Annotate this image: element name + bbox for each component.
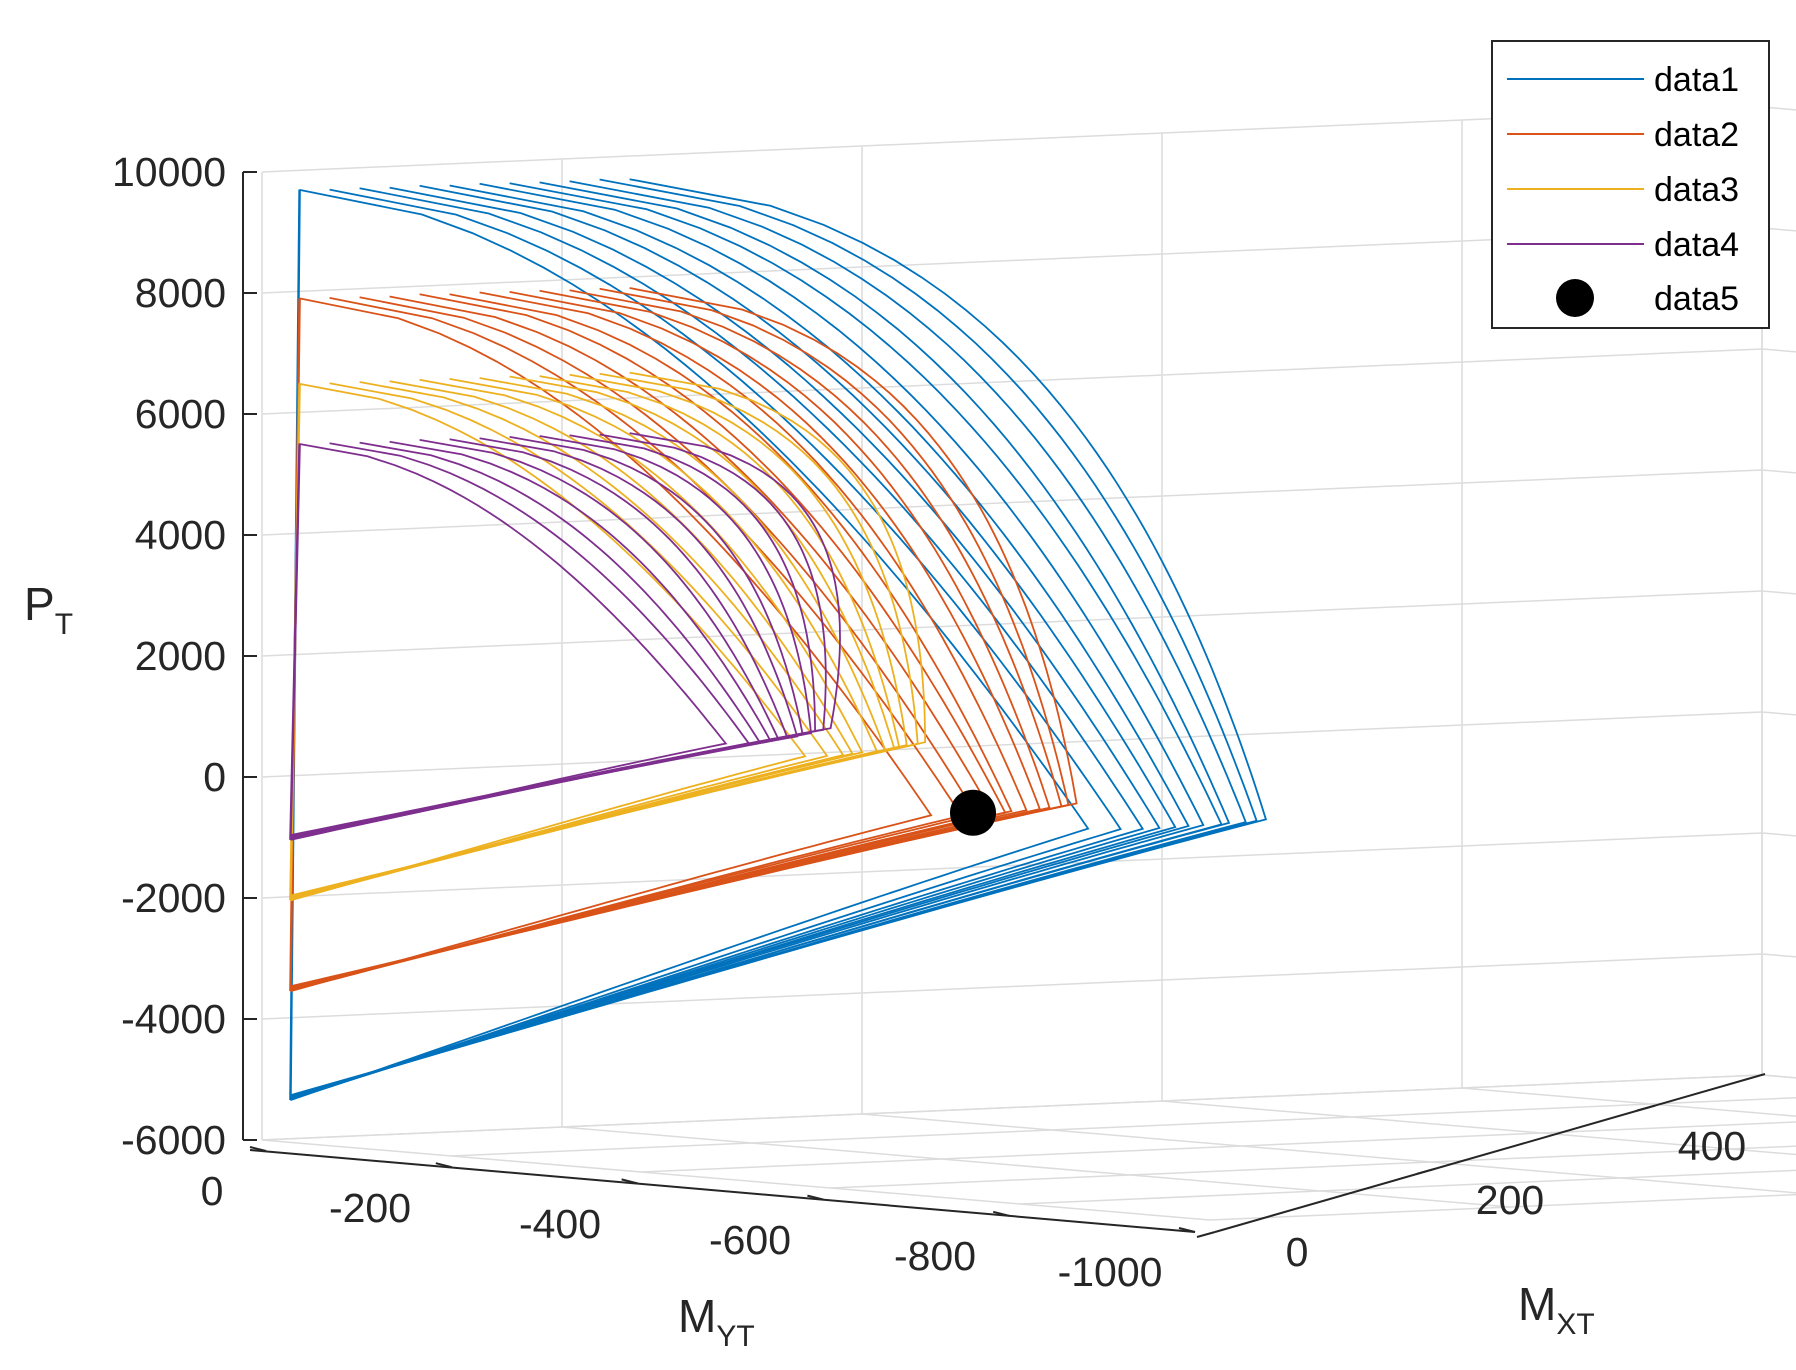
series-data1-curve-7 [290, 182, 1205, 1099]
grid-floor-y-2 [861, 1113, 1796, 1194]
grid-floor-y-0 [261, 1139, 1211, 1221]
legend: data1 data2 data3 data4 data5 [1491, 40, 1770, 329]
legend-label-data2: data2 [1654, 116, 1739, 154]
grid-floor-x-1 [451, 1096, 1796, 1157]
grid-side-horizontal-5 [261, 711, 1763, 778]
x-tick-4 [992, 1210, 1010, 1217]
grid-back-horizontal-3 [1761, 469, 1796, 474]
series-data1-curve-12 [290, 178, 1268, 1097]
series-data4-axis-line [289, 443, 301, 840]
x-tick-label-0: 0 [201, 1168, 224, 1214]
series-data2-curve-12 [290, 287, 1078, 988]
grid-side-horizontal-8 [261, 1074, 1763, 1141]
grid-back-horizontal-7 [1761, 953, 1796, 958]
series-data3-curve-1 [290, 383, 807, 902]
series-data1-curve-9 [290, 181, 1231, 1098]
grid [261, 106, 1796, 1221]
x-tick-label-1: -200 [329, 1185, 411, 1231]
grid-side-horizontal-4 [261, 590, 1763, 657]
legend-label-data1: data1 [1654, 61, 1739, 99]
grid-side-horizontal-7 [261, 953, 1763, 1020]
legend-marker-data5 [1556, 279, 1594, 317]
grid-back-horizontal-2 [1761, 348, 1796, 353]
series-data2-curve-3 [290, 296, 978, 992]
grid-floor-x-3 [830, 1145, 1796, 1189]
z-tick-label-3: 4000 [135, 512, 226, 558]
x-tick-3 [807, 1194, 824, 1201]
x-tick-label-2: -400 [519, 1201, 601, 1247]
x-axis-line [249, 1149, 1196, 1233]
y-tick-1 [1416, 1167, 1436, 1175]
x-tick-label-3: -600 [709, 1217, 791, 1263]
series-data4-curve-3 [290, 441, 762, 840]
grid-side-horizontal-2 [261, 348, 1763, 415]
grid-floor-x-2 [641, 1121, 1796, 1173]
y-tick-label-2: 400 [1678, 1123, 1746, 1169]
z-tick-label-8: -6000 [121, 1117, 226, 1163]
x-axis-label: MYT [678, 1290, 755, 1353]
z-tick-label-1: 8000 [135, 270, 226, 316]
series-data4-curve-12 [290, 432, 841, 836]
grid-back-horizontal-5 [1761, 711, 1796, 716]
legend-label-data4: data4 [1654, 226, 1739, 264]
series-data1-curve-11 [290, 178, 1258, 1097]
z-tick-label-2: 6000 [135, 391, 226, 437]
x-tick-label-5: -1000 [1058, 1249, 1163, 1295]
grid-back-horizontal-6 [1761, 832, 1796, 837]
z-axis-label: PT [24, 578, 73, 641]
x-axis-label-sub: YT [716, 1320, 754, 1353]
x-tick-1 [435, 1162, 453, 1169]
y-tick-2 [1636, 1104, 1656, 1112]
y-axis-label-sub: XT [1556, 1308, 1594, 1341]
legend-label-data3: data3 [1654, 171, 1739, 209]
grid-side-horizontal-3 [261, 469, 1763, 536]
z-tick-label-7: -4000 [121, 996, 226, 1042]
grid-floor-y-1 [561, 1126, 1511, 1208]
z-tick-label-0: 10000 [112, 149, 226, 195]
y-axis-label-main: M [1518, 1278, 1556, 1330]
y-axis-label: MXT [1518, 1278, 1595, 1341]
grid-floor-x-5 [1209, 1193, 1796, 1221]
legend-box [1491, 40, 1770, 329]
data5-marker-0 [950, 789, 996, 836]
grid-floor-x-4 [1020, 1169, 1796, 1205]
series-data2-curve-1 [290, 297, 933, 993]
x-tick-0 [249, 1146, 267, 1152]
series-data1-curve-3 [290, 187, 1145, 1101]
z-tick-label-4: 2000 [135, 633, 226, 679]
grid-floor-y-4 [1461, 1087, 1796, 1117]
series-data3-curve-12 [290, 371, 926, 897]
z-tick-label-6: -2000 [121, 875, 226, 921]
x-tick-label-4: -800 [894, 1233, 976, 1279]
grid-side-horizontal-6 [261, 832, 1763, 899]
legend-label-data5: data5 [1654, 280, 1739, 318]
series-data1-curve-1 [290, 189, 1090, 1101]
grid-back-horizontal-4 [1761, 590, 1796, 595]
z-axis-label-main: P [24, 578, 55, 630]
series-data1-curve-4 [290, 186, 1161, 1100]
y-tick-label-0: 0 [1286, 1229, 1309, 1275]
x-axis-label-main: M [678, 1290, 716, 1342]
y-tick-0 [1196, 1231, 1216, 1238]
y-tick-label-1: 200 [1476, 1177, 1544, 1223]
series-data4-curve-7 [290, 437, 799, 839]
z-axis-label-sub: T [55, 608, 73, 641]
x-tick-2 [621, 1178, 638, 1185]
plot-area [289, 178, 1268, 1101]
series-data1-curve-2 [290, 188, 1123, 1101]
y-axis-line [1214, 1073, 1766, 1233]
z-tick-label-5: 0 [203, 754, 226, 800]
grid-floor-y-3 [1161, 1100, 1796, 1156]
series-data4-curve-4 [290, 440, 772, 840]
x-tick-5 [1178, 1227, 1196, 1233]
